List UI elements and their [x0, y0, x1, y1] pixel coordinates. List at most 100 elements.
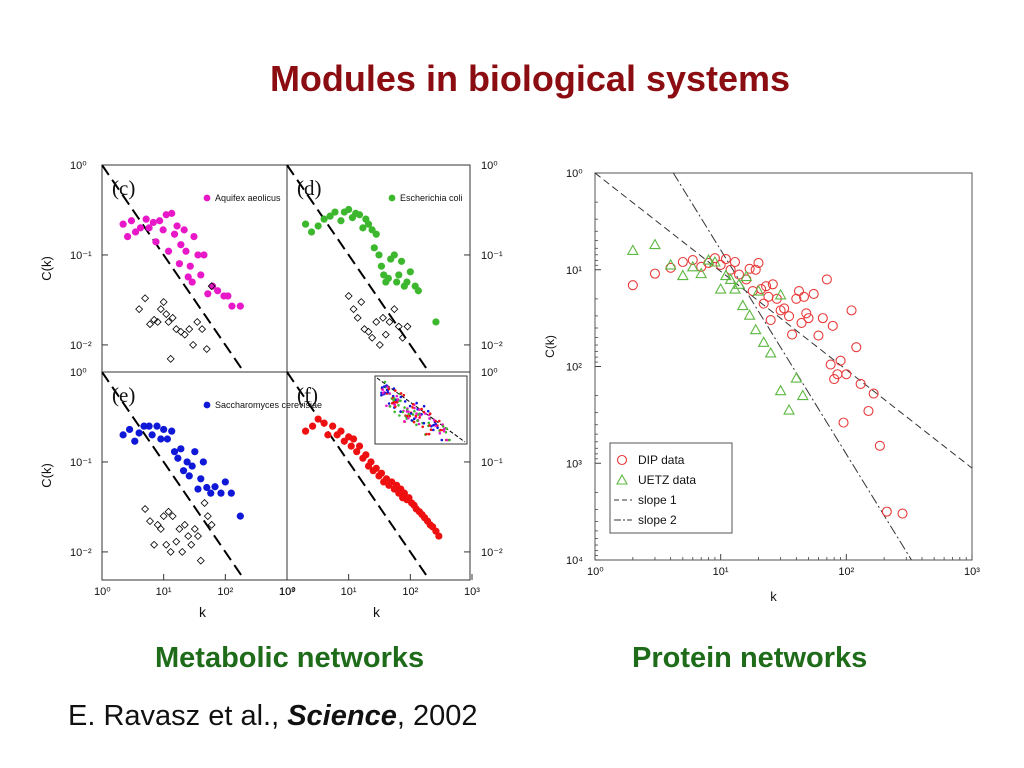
series-uetz — [626, 238, 809, 415]
inset-point — [421, 425, 425, 429]
legend-marker-dip — [616, 454, 628, 466]
data-point-f-s0 — [367, 458, 375, 466]
legend-label-slope2: slope 2 — [638, 513, 677, 527]
data-point-e-s0 — [179, 467, 188, 475]
x-tick-label-right: 10⁰ — [279, 586, 296, 598]
inset-point — [388, 405, 392, 408]
data-point-c-s0 — [136, 224, 145, 232]
inset-point — [395, 394, 399, 398]
data-point-d-s0 — [307, 228, 316, 236]
data-point-f-s0 — [301, 427, 310, 435]
data-point-uetz — [626, 244, 639, 255]
inset-point — [438, 419, 441, 423]
data-point-e-s0 — [170, 448, 179, 456]
data-point-c-s0 — [123, 232, 132, 241]
reference-line-f — [286, 371, 430, 580]
data-point-d-s0 — [395, 271, 403, 279]
x-tick-label-left: 10³ — [279, 586, 295, 598]
data-point-uetz — [757, 336, 770, 347]
inset-point — [416, 419, 419, 422]
data-point-c-s1 — [153, 317, 162, 326]
legend-label-slope1: slope 1 — [638, 493, 677, 507]
data-point-d-s1 — [379, 313, 387, 322]
data-point-dip — [825, 359, 836, 370]
inset-point — [429, 428, 433, 432]
data-point-f-s0 — [435, 532, 443, 540]
data-point-e-s0 — [168, 427, 176, 435]
data-point-c-s1 — [150, 315, 159, 324]
data-point-uetz — [702, 253, 715, 265]
data-point-c-s0 — [145, 224, 153, 232]
inset-point — [439, 428, 443, 432]
inset-point — [407, 416, 410, 420]
data-point-dip — [841, 369, 852, 380]
data-point-dip — [798, 291, 810, 302]
data-point-d-s0 — [372, 230, 380, 238]
data-point-f-s0 — [347, 442, 355, 450]
inset-point — [388, 392, 392, 395]
panel-f: (f) — [286, 371, 468, 580]
data-point-dip — [715, 259, 726, 270]
metabolic-networks-chart: (c) Aquifex aeolicus (d) Escherichia coli (e… — [39, 160, 503, 620]
data-point-uetz — [724, 273, 737, 284]
panel-e: (e) Saccharomyces cerevisiae — [101, 371, 322, 580]
data-point-c-s1 — [193, 317, 202, 326]
inset-point — [408, 404, 412, 408]
inset-point — [403, 406, 406, 409]
data-point-c-s0 — [127, 217, 136, 225]
slope-1-line — [594, 172, 973, 469]
data-point-d-s1 — [398, 333, 407, 342]
data-point-c-s1 — [185, 325, 194, 334]
inset-point — [440, 438, 444, 442]
data-point-dip — [779, 303, 790, 314]
y-tick-label-right: 10⁰ — [481, 367, 498, 379]
data-point-c-s0 — [190, 232, 198, 241]
data-point-e-s0 — [163, 435, 172, 443]
data-point-e-s0 — [135, 429, 143, 437]
data-point-c-s1 — [166, 354, 175, 363]
data-point-c-s1 — [180, 330, 189, 339]
inset-point — [425, 432, 428, 436]
citation-authors: E. Ravasz et al., — [68, 700, 288, 732]
data-point-d-s0 — [355, 211, 364, 219]
data-point-e-s0 — [236, 512, 244, 520]
data-point-d-s1 — [385, 317, 394, 326]
legend-label-d: Escherichia coli — [400, 193, 463, 203]
inset-point — [412, 420, 416, 424]
y-axis-label-top: C(k) — [39, 256, 54, 281]
inset-point — [432, 428, 435, 432]
inset-point — [408, 414, 412, 418]
inset-point — [438, 431, 442, 435]
inset-point — [434, 424, 438, 428]
data-point-uetz — [752, 284, 765, 296]
data-point-uetz — [695, 267, 708, 279]
data-point-c-s0 — [142, 215, 150, 223]
citation-journal: Science — [287, 700, 397, 732]
y-tick-label-left: 10⁻¹ — [70, 250, 92, 262]
y-tick-label-left: 10⁻² — [70, 340, 92, 352]
inset-point — [443, 427, 446, 431]
data-point-dip — [758, 298, 769, 309]
data-point-e-s1 — [168, 512, 177, 521]
inset-point — [413, 417, 416, 421]
legend-label-e: Saccharomyces cerevisiae — [215, 400, 322, 410]
y-tick-label-left: 10⁰ — [70, 160, 87, 172]
data-point-f-s0 — [400, 489, 408, 497]
inset-point — [381, 391, 385, 395]
x-tick-label-right: 10³ — [464, 586, 480, 598]
data-point-f-s0 — [340, 437, 348, 445]
x-axis-label: k — [770, 589, 777, 604]
data-point-c-s0 — [131, 228, 140, 236]
inset-point — [383, 380, 387, 384]
inset-point — [428, 424, 431, 427]
legend-label-c: Aquifex aeolicus — [215, 193, 281, 203]
data-point-dip — [846, 305, 857, 316]
inset-point — [395, 401, 399, 404]
inset-point — [380, 393, 383, 397]
data-point-d-s0 — [390, 251, 398, 259]
data-point-d-s0 — [370, 244, 378, 252]
data-point-d-s1 — [390, 305, 399, 314]
data-point-d-s0 — [320, 215, 328, 223]
inset-point — [414, 414, 418, 418]
data-point-e-s0 — [217, 489, 225, 497]
